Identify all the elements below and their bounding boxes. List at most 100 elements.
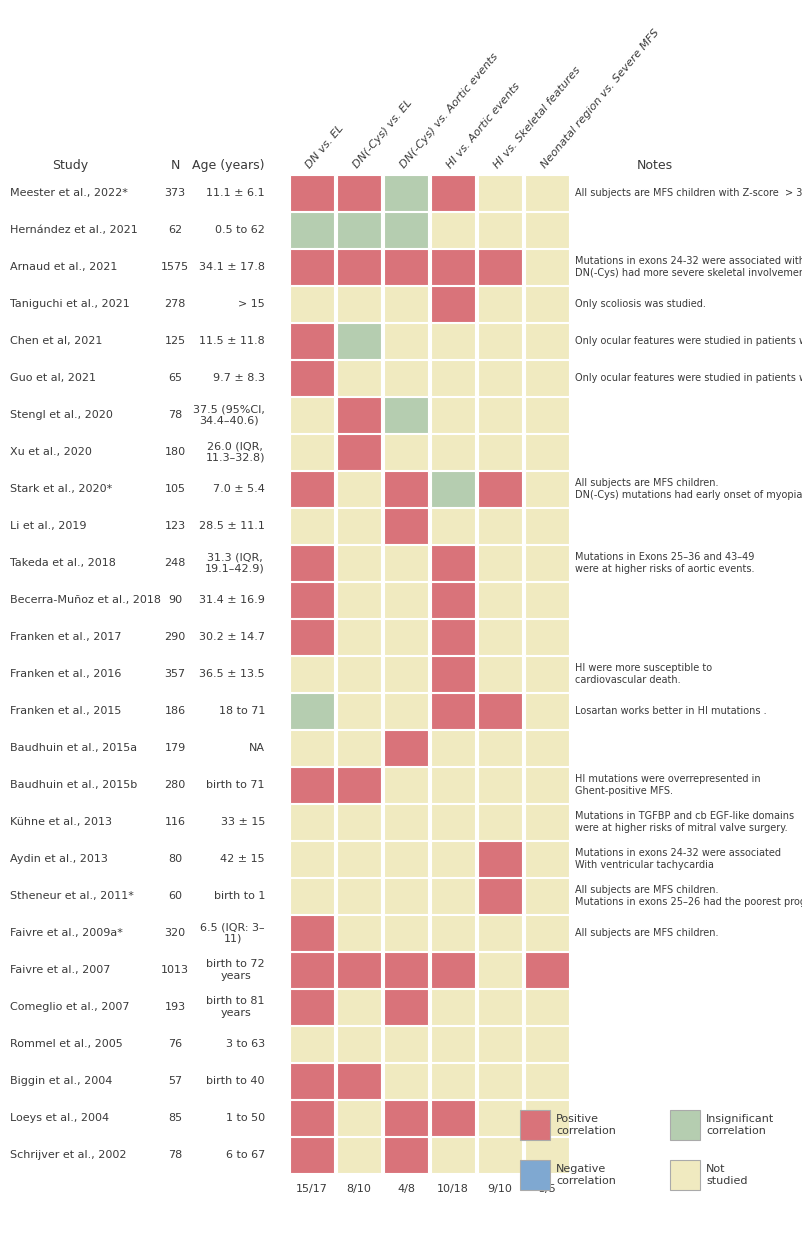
Bar <box>525 841 569 877</box>
Bar <box>337 767 380 803</box>
Bar <box>383 175 427 211</box>
Bar <box>431 1026 475 1063</box>
Text: N: N <box>170 159 180 172</box>
Bar <box>290 212 334 248</box>
Text: 31.4 ± 16.9: 31.4 ± 16.9 <box>199 595 265 605</box>
Bar <box>669 1160 699 1190</box>
Bar <box>383 841 427 877</box>
Bar <box>431 249 475 284</box>
Bar <box>290 249 334 284</box>
Text: 78: 78 <box>168 410 182 420</box>
Text: All subjects are MFS children with Z-score  > 3.: All subjects are MFS children with Z-sco… <box>574 188 802 198</box>
Bar <box>477 619 521 655</box>
Text: HI vs. Skeletal features: HI vs. Skeletal features <box>492 65 582 170</box>
Bar <box>525 730 569 766</box>
Text: Mutations in TGFBP and cb EGF-like domains
were at higher risks of mitral valve : Mutations in TGFBP and cb EGF-like domai… <box>574 811 793 833</box>
Bar <box>477 878 521 913</box>
Text: Insignificant
correlation: Insignificant correlation <box>705 1114 773 1135</box>
Bar <box>290 657 334 692</box>
Bar <box>290 397 334 434</box>
Bar <box>337 841 380 877</box>
Bar <box>477 434 521 470</box>
Text: Losartan works better in HI mutations .: Losartan works better in HI mutations . <box>574 705 766 715</box>
Bar <box>477 767 521 803</box>
Text: Loeys et al., 2004: Loeys et al., 2004 <box>10 1113 109 1123</box>
Bar <box>290 693 334 729</box>
Text: Mutations in Exons 25–36 and 43–49
were at higher risks of aortic events.: Mutations in Exons 25–36 and 43–49 were … <box>574 553 754 574</box>
Bar <box>431 545 475 581</box>
Bar <box>477 657 521 692</box>
Bar <box>290 804 334 840</box>
Text: 186: 186 <box>164 705 185 715</box>
Text: 9.7 ± 8.3: 9.7 ± 8.3 <box>213 373 265 383</box>
Text: 57: 57 <box>168 1076 182 1086</box>
Bar <box>477 841 521 877</box>
Bar <box>525 915 569 951</box>
Bar <box>525 507 569 544</box>
Bar <box>477 915 521 951</box>
Text: Baudhuin et al., 2015a: Baudhuin et al., 2015a <box>10 743 137 753</box>
Text: birth to 71: birth to 71 <box>206 781 265 789</box>
Bar <box>383 360 427 396</box>
Text: 193: 193 <box>164 1002 185 1012</box>
Bar <box>337 952 380 989</box>
Text: Li et al., 2019: Li et al., 2019 <box>10 521 87 531</box>
Text: birth to 72
years: birth to 72 years <box>206 960 265 981</box>
Text: 37.5 (95%CI,
34.4–40.6): 37.5 (95%CI, 34.4–40.6) <box>193 405 265 426</box>
Bar <box>525 804 569 840</box>
Bar <box>337 989 380 1025</box>
Bar <box>337 581 380 618</box>
Text: 36.5 ± 13.5: 36.5 ± 13.5 <box>199 669 265 679</box>
Bar <box>477 471 521 507</box>
Text: 15/17: 15/17 <box>296 1184 327 1194</box>
Text: 78: 78 <box>168 1150 182 1160</box>
Text: Study: Study <box>52 159 88 172</box>
Text: 34.1 ± 17.8: 34.1 ± 17.8 <box>199 262 265 272</box>
Bar <box>431 175 475 211</box>
Text: HI were more susceptible to
cardiovascular death.: HI were more susceptible to cardiovascul… <box>574 663 711 685</box>
Text: 90: 90 <box>168 595 182 605</box>
Bar <box>431 952 475 989</box>
Bar <box>337 1100 380 1136</box>
Bar <box>477 581 521 618</box>
Bar <box>290 989 334 1025</box>
Text: 0.5 to 62: 0.5 to 62 <box>215 226 265 236</box>
Text: Hernández et al., 2021: Hernández et al., 2021 <box>10 226 138 236</box>
Text: DN(-Cys) vs. Aortic events: DN(-Cys) vs. Aortic events <box>398 51 500 170</box>
Bar <box>290 619 334 655</box>
Bar <box>431 730 475 766</box>
Bar <box>525 1136 569 1173</box>
Bar <box>431 581 475 618</box>
Text: 80: 80 <box>168 855 182 865</box>
Bar <box>337 249 380 284</box>
Text: 42 ± 15: 42 ± 15 <box>220 855 265 865</box>
Bar <box>477 1136 521 1173</box>
Bar <box>337 360 380 396</box>
Bar <box>431 323 475 360</box>
Bar <box>290 545 334 581</box>
Bar <box>383 730 427 766</box>
Bar <box>290 841 334 877</box>
Bar <box>431 804 475 840</box>
Bar <box>431 915 475 951</box>
Bar <box>290 1026 334 1063</box>
Text: 4/8: 4/8 <box>396 1184 415 1194</box>
Text: Notes: Notes <box>636 159 672 172</box>
Text: birth to 1: birth to 1 <box>213 891 265 901</box>
Bar <box>431 471 475 507</box>
Text: 65: 65 <box>168 373 182 383</box>
Text: Not
studied: Not studied <box>705 1164 747 1185</box>
Bar <box>525 657 569 692</box>
Text: Neonatal region vs. Severe MFS: Neonatal region vs. Severe MFS <box>539 28 660 170</box>
Bar <box>337 915 380 951</box>
Text: 11.1 ± 6.1: 11.1 ± 6.1 <box>206 188 265 198</box>
Text: 1575: 1575 <box>160 262 188 272</box>
Text: Franken et al., 2017: Franken et al., 2017 <box>10 632 121 642</box>
Bar <box>337 471 380 507</box>
Bar <box>525 989 569 1025</box>
Bar <box>383 249 427 284</box>
Text: Negative
correlation: Negative correlation <box>555 1164 615 1185</box>
Bar <box>525 323 569 360</box>
Text: Positive
correlation: Positive correlation <box>555 1114 615 1135</box>
Bar <box>383 507 427 544</box>
